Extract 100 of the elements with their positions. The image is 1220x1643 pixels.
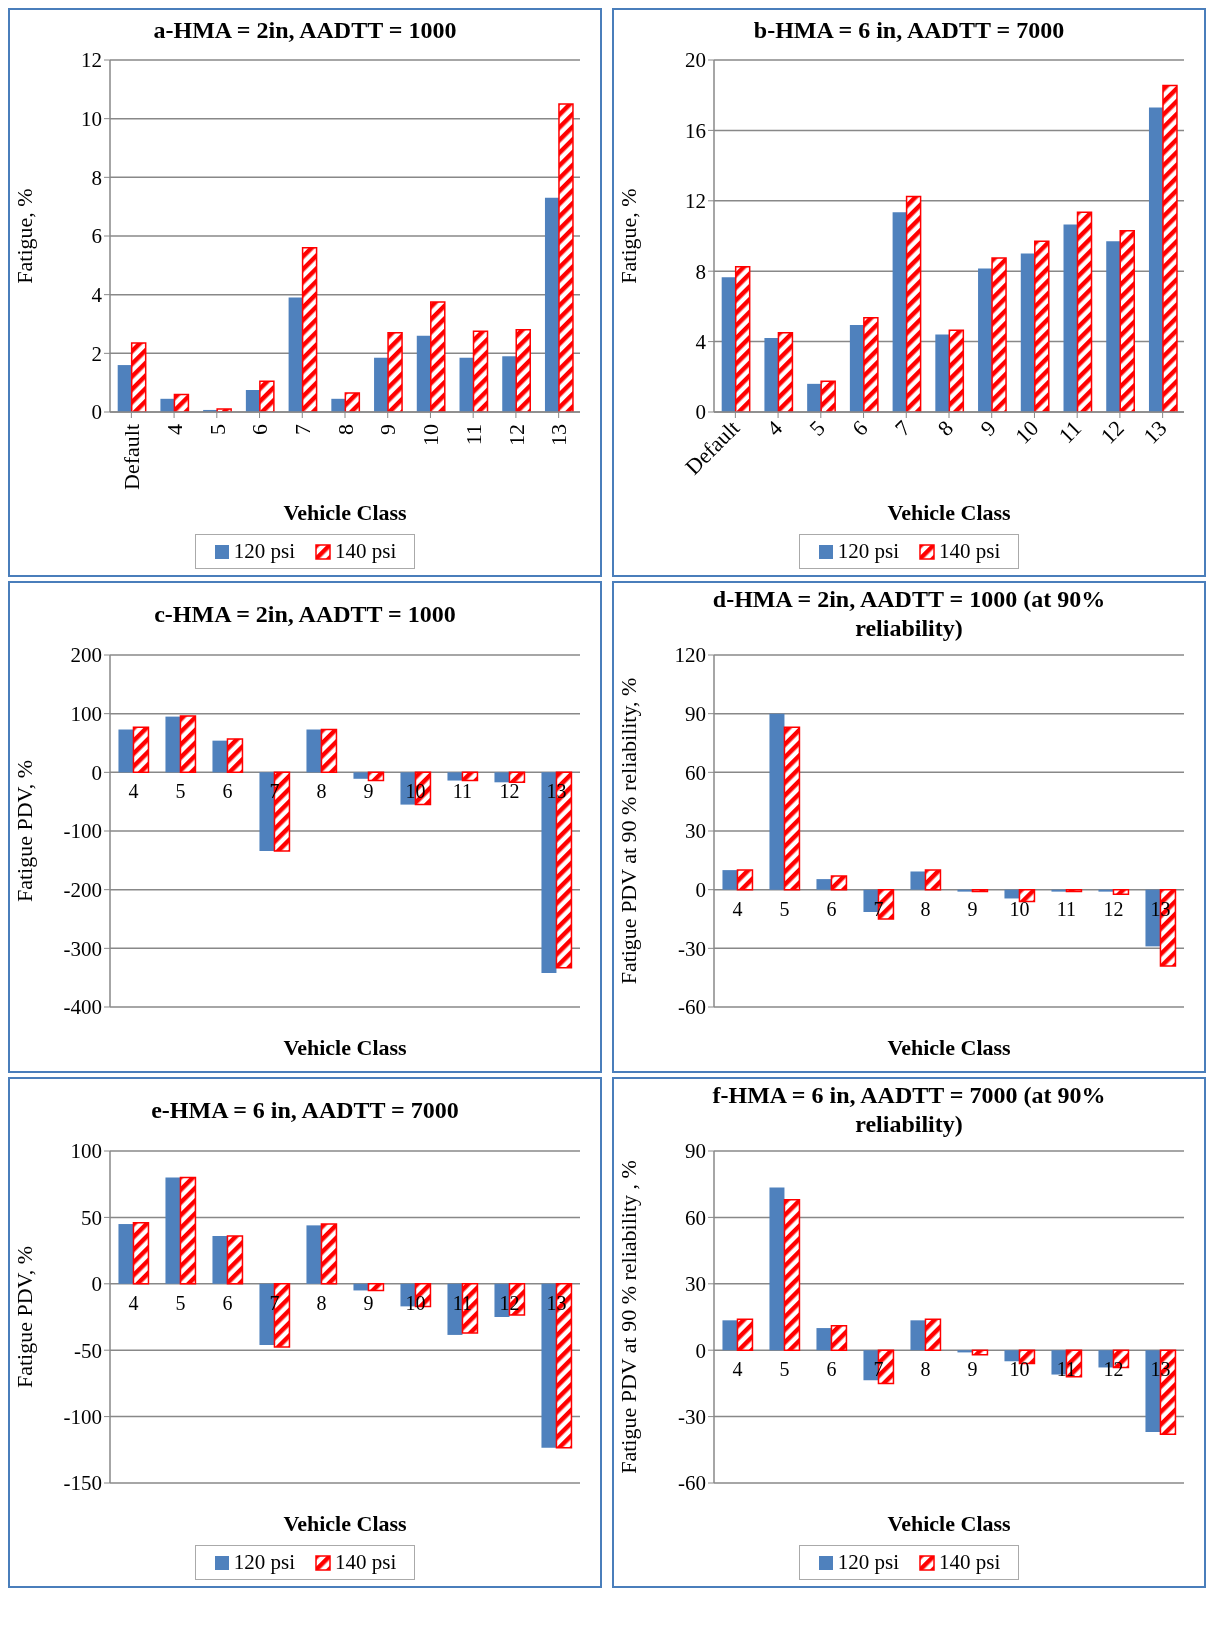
x-tick-label: 9	[967, 1358, 978, 1381]
bar	[117, 365, 132, 412]
bar	[508, 771, 526, 784]
chart-title: f-HMA = 6 in, AADTT = 7000 (at 90% reliability)	[711, 1081, 1107, 1139]
bar	[130, 342, 147, 412]
x-tick-label: 4	[128, 1291, 139, 1314]
y-tick-label: -60	[678, 1471, 706, 1496]
y-tick-label: 8	[91, 165, 102, 190]
bar	[722, 870, 738, 890]
bar	[259, 380, 275, 412]
bar	[320, 1223, 338, 1285]
y-tick-label: 0	[91, 1272, 102, 1297]
x-tick-label: 9	[967, 897, 978, 920]
bar	[1112, 888, 1130, 895]
bar	[830, 1325, 848, 1351]
x-tick-label: 11	[460, 424, 486, 446]
bar	[978, 268, 993, 412]
bar	[736, 869, 754, 891]
bar	[769, 713, 785, 890]
bar	[1004, 889, 1020, 899]
x-axis-title: Vehicle Class	[887, 1035, 1012, 1060]
bar	[558, 103, 574, 412]
x-tick-label: 7	[889, 415, 916, 441]
y-tick-label: 2	[91, 341, 102, 366]
x-tick-label: 13	[546, 780, 567, 803]
x-tick-label: 9	[363, 1291, 374, 1314]
y-tick-label: 0	[695, 400, 706, 425]
y-tick-label: 60	[685, 1205, 706, 1230]
legend-label: 140 psi	[335, 539, 397, 564]
y-tick-label: 4	[695, 330, 707, 355]
x-tick-label: 11	[1056, 897, 1077, 920]
y-tick-label: 20	[685, 48, 706, 73]
bar	[367, 771, 385, 782]
bar	[1106, 241, 1121, 412]
y-tick-label: 6	[91, 224, 102, 249]
legend-label: 140 psi	[939, 1550, 1001, 1575]
x-tick-label: 12	[503, 424, 529, 446]
x-tick-label: 7	[269, 1291, 280, 1314]
x-axis-title: Vehicle Class	[283, 1035, 408, 1060]
x-tick-label: 10	[418, 424, 444, 446]
y-tick-label: -100	[63, 1405, 102, 1430]
bar	[515, 329, 531, 412]
bar	[830, 875, 848, 891]
y-tick-label: 10	[81, 107, 102, 132]
bar	[173, 393, 190, 412]
y-tick-label: -60	[678, 995, 706, 1020]
y-tick-label: 100	[70, 702, 102, 727]
x-tick-label: 8	[316, 1291, 327, 1314]
x-tick-label: 6	[826, 897, 837, 920]
legend-label: 120 psi	[233, 1550, 295, 1575]
bar	[301, 246, 318, 412]
x-tick-label: 13	[546, 424, 572, 446]
bar	[118, 729, 134, 773]
bar	[764, 338, 779, 412]
y-tick-label: 12	[81, 48, 102, 73]
x-tick-label: 8	[332, 424, 358, 435]
x-tick-label: 4	[161, 424, 187, 435]
bar	[132, 1221, 150, 1285]
bar	[1162, 84, 1178, 412]
y-tick-label: 30	[685, 1272, 706, 1297]
bar	[459, 357, 474, 412]
bar	[863, 317, 879, 412]
x-tick-label: 11	[1053, 415, 1087, 448]
bar	[544, 197, 559, 412]
bar	[816, 1328, 832, 1351]
x-tick-label: 12	[499, 780, 520, 803]
y-tick-label: 0	[695, 878, 706, 903]
x-tick-label: 5	[175, 1291, 186, 1314]
x-tick-label: 9	[375, 424, 401, 435]
x-tick-label: 6	[826, 1358, 837, 1381]
bar	[494, 772, 510, 783]
x-axis-title: Vehicle Class	[887, 1511, 1012, 1536]
legend-label: 120 psi	[837, 1550, 899, 1575]
bar	[416, 335, 431, 412]
y-tick-label: -30	[678, 936, 706, 961]
bar	[991, 257, 1007, 412]
bar	[910, 871, 926, 890]
x-tick-label: 10	[1009, 897, 1030, 920]
bar	[777, 332, 794, 412]
x-tick-label: 7	[873, 1358, 884, 1381]
bar	[306, 1225, 322, 1284]
y-tick-label: -200	[63, 878, 102, 903]
bar	[447, 772, 463, 781]
bar	[1148, 107, 1163, 412]
bar	[1063, 224, 1078, 412]
bar	[179, 1176, 197, 1285]
y-tick-label: 100	[70, 1139, 102, 1164]
y-tick-label: 50	[81, 1205, 102, 1230]
y-tick-label: 0	[91, 760, 102, 785]
x-tick-label: 11	[452, 1291, 473, 1314]
legend-label: 120 psi	[233, 539, 295, 564]
bar	[374, 357, 389, 412]
bar	[502, 356, 517, 412]
y-tick-label: -150	[63, 1471, 102, 1496]
bar	[892, 212, 907, 412]
bar	[387, 332, 403, 412]
bar	[472, 330, 489, 412]
x-tick-label: 11	[452, 780, 473, 803]
bar	[820, 380, 836, 412]
y-tick-label: 30	[685, 819, 706, 844]
